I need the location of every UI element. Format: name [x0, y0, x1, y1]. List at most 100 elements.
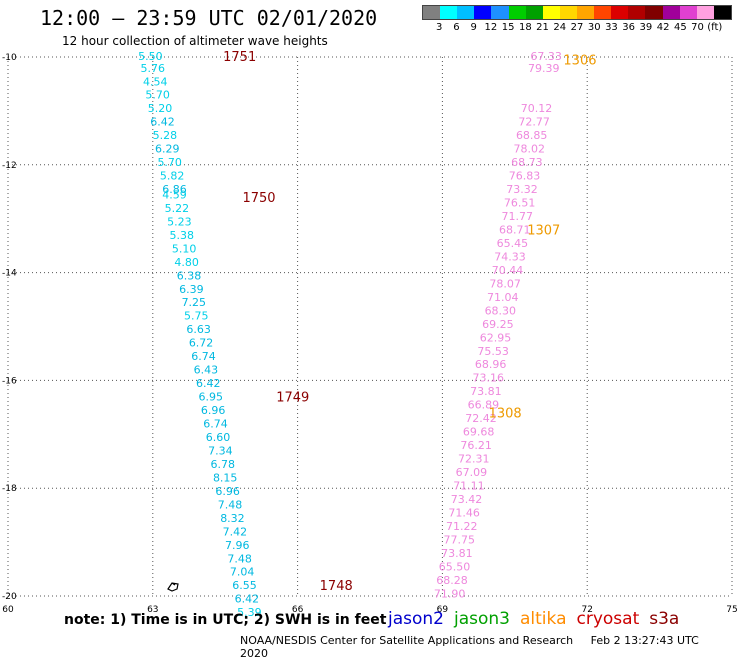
legend-label: 6 — [453, 22, 460, 33]
chart-subtitle: 12 hour collection of altimeter wave hei… — [62, 34, 328, 48]
wave-height-label: 70.12 — [521, 102, 553, 115]
x-tick-label: 63 — [147, 605, 158, 615]
wave-height-label: 68.85 — [516, 129, 548, 142]
legend-swatch — [491, 6, 509, 19]
wave-height-label: 5.70 — [145, 89, 170, 102]
wave-height-label: 6.29 — [155, 143, 180, 156]
pass-number-label: 1308 — [489, 407, 522, 422]
island-shape — [167, 582, 179, 592]
footnote: note: 1) Time is in UTC; 2) SWH is in fe… — [64, 612, 387, 628]
wave-height-label: 4.80 — [174, 256, 199, 269]
mission-legend: jason2 jason3 altika cryosat s3a — [388, 609, 689, 629]
legend-swatch — [679, 6, 697, 19]
wave-height-label: 6.72 — [189, 337, 214, 350]
x-tick-label: 60 — [2, 605, 14, 615]
wave-height-label: 7.48 — [218, 498, 243, 511]
wave-height-label: 70.44 — [492, 264, 524, 277]
wave-height-label: 6.43 — [194, 364, 219, 377]
wave-height-label: 6.39 — [179, 283, 204, 296]
wave-height-label: 6.63 — [186, 323, 211, 336]
legend-swatch — [696, 6, 714, 19]
wave-height-label: 5.22 — [165, 202, 190, 215]
wave-height-label: 65.45 — [497, 237, 529, 250]
wave-height-label: 6.55 — [232, 579, 257, 592]
legend-label: 45 — [673, 22, 687, 33]
legend-label: 21 — [536, 22, 549, 33]
pass-number-label: 1748 — [320, 579, 353, 594]
wave-height-label: 73.81 — [441, 547, 473, 560]
wave-height-label: 6.74 — [203, 418, 228, 431]
wave-height-label: 69.68 — [463, 426, 495, 439]
wave-height-label: 8.32 — [220, 512, 245, 525]
wave-height-label: 6.78 — [211, 458, 236, 471]
wave-height-label: 79.39 — [528, 62, 560, 75]
x-tick-label: 66 — [292, 605, 304, 615]
y-tick-label: -14 — [2, 269, 17, 279]
legend-label: 9 — [470, 22, 477, 33]
wave-height-label: 6.42 — [196, 377, 221, 390]
wave-height-label: 5.38 — [170, 229, 195, 242]
wave-height-label: 6.42 — [235, 593, 260, 606]
grid-lines — [7, 56, 733, 597]
wave-height-label: 6.74 — [191, 350, 216, 363]
wave-height-label: 71.04 — [487, 291, 519, 304]
wave-height-label: 72.42 — [465, 412, 497, 425]
pass-number-label: 1749 — [276, 391, 309, 406]
wave-height-label: 65.50 — [439, 560, 471, 573]
legend-swatch — [508, 6, 526, 19]
wave-height-label: 71.22 — [446, 520, 478, 533]
wave-height-label: 73.81 — [470, 385, 502, 398]
y-tick-label: -18 — [2, 484, 17, 494]
wave-height-label: 68.71 — [499, 223, 531, 236]
mission-name-jason2: jason2 — [388, 609, 444, 629]
color-scale-labels: 3 6 9 12 15 18 21 24 27 30 33 36 39 42 45 70 (ft) — [422, 22, 732, 34]
legend-label: 12 — [484, 22, 498, 33]
wave-height-label: 67.33 — [530, 50, 562, 63]
legend-swatch — [440, 6, 458, 19]
wave-height-label: 6.60 — [206, 431, 231, 444]
chart-title: 12:00 — 23:59 UTC 02/01/2020 — [40, 6, 378, 30]
legend-swatch — [611, 6, 629, 19]
wave-height-label: 5.39 — [237, 606, 262, 619]
legend-swatch — [713, 6, 731, 19]
mission-name-s3a: s3a — [649, 609, 680, 629]
wave-height-label: 77.75 — [444, 533, 476, 546]
pass-number-label: 1307 — [527, 223, 560, 238]
wave-height-label: 66.89 — [468, 399, 500, 412]
wave-height-label: 73.16 — [473, 372, 505, 385]
legend-swatch — [474, 6, 492, 19]
wave-height-label: 72.77 — [518, 116, 550, 129]
wave-height-label: 5.50 — [138, 50, 163, 63]
legend-label: 70 — [691, 22, 704, 33]
legend-swatch — [423, 6, 441, 19]
x-tick-label: 69 — [437, 605, 449, 615]
legend-label: 36 — [622, 22, 636, 33]
x-tick-label: 72 — [581, 605, 592, 615]
legend-swatch — [662, 6, 680, 19]
wave-height-label: 4.59 — [162, 188, 187, 201]
legend-label: 39 — [639, 22, 653, 33]
mission-name-altika: altika — [520, 609, 567, 629]
wave-height-label: 5.76 — [141, 62, 166, 75]
wave-height-label: 6.86 — [162, 183, 187, 196]
pass-number-label: 1306 — [563, 54, 596, 69]
y-tick-label: -12 — [2, 161, 17, 171]
wave-height-label: 73.32 — [506, 183, 538, 196]
legend-swatch — [594, 6, 612, 19]
wave-height-label: 7.34 — [208, 444, 233, 457]
wave-height-label: 68.96 — [475, 358, 507, 371]
pass-number-label: 1751 — [223, 50, 256, 65]
legend-label: 30 — [587, 22, 601, 33]
wave-height-label: 5.10 — [172, 242, 197, 255]
wave-height-label: 6.42 — [150, 116, 175, 129]
wave-height-label: 78.07 — [489, 277, 521, 290]
wave-height-label: 5.82 — [160, 170, 185, 183]
wave-height-label: 8.15 — [213, 471, 238, 484]
wave-height-label: 5.23 — [167, 215, 192, 228]
legend-label: 3 — [436, 22, 443, 33]
wave-height-label: 73.42 — [451, 493, 483, 506]
wave-height-label: 71.46 — [448, 506, 480, 519]
wave-height-label: 76.51 — [504, 197, 536, 210]
legend-swatch — [525, 6, 543, 19]
legend-swatch — [628, 6, 646, 19]
